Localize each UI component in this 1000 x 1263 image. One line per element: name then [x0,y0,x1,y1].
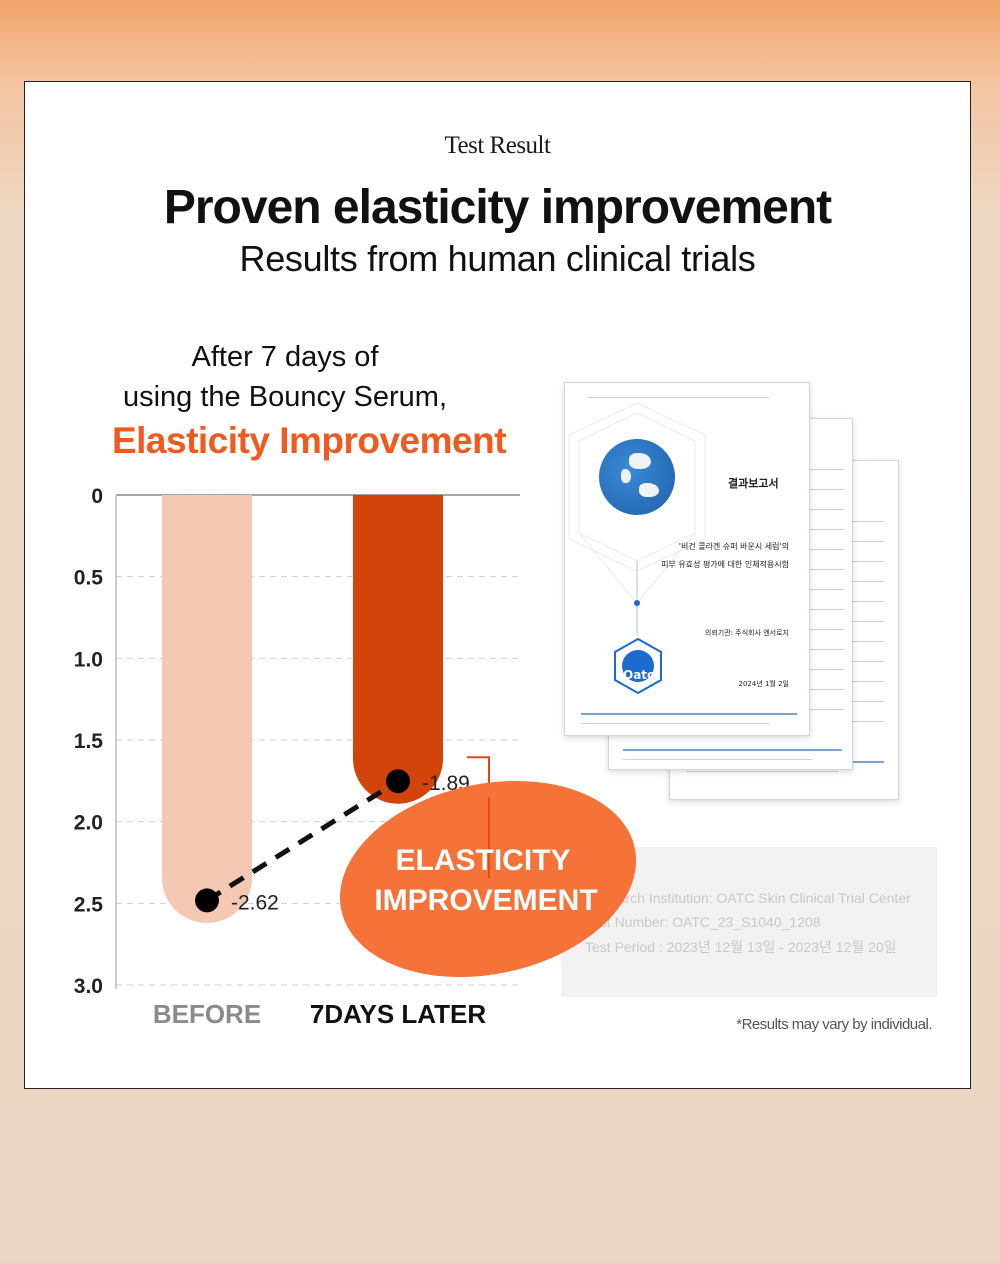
trend-line [205,779,400,903]
callout-line-2: IMPROVEMENT [374,884,597,917]
elasticity-chart: 00.51.01.52.02.53.0-2.62-1.89ELASTICITYI… [74,485,637,1029]
report-subject-1: '비건 콜라겐 슈퍼 바운시 세럼'의 [678,542,789,551]
x-category-label: 7DAYS LATER [310,999,486,1029]
intro-line-2: using the Bouncy Serum, [122,381,447,413]
result-card: Test Result Proven elasticity improvemen… [24,81,971,1089]
callout-line-1: ELASTICITY [395,844,570,877]
bar-after [353,495,443,804]
y-tick-label: 1.5 [74,730,104,753]
oatc-logo-icon [614,637,662,695]
y-tick-label: 0 [91,485,103,508]
report-date: 2024년 1월 2일 [738,680,790,688]
page-subtitle: Results from human clinical trials [239,238,756,279]
eyebrow-label: Test Result [444,132,551,159]
y-tick-label: 0.5 [74,567,104,590]
bar-before [162,495,252,923]
y-tick-label: 3.0 [74,975,103,998]
y-tick-label: 2.5 [74,893,104,916]
intro-line-1: After 7 days of [191,341,379,373]
y-tick-label: 1.0 [74,648,103,671]
trial-institution: Research Institution: OATC Skin Clinical… [585,890,911,906]
y-tick-label: 2.0 [74,812,103,835]
intro-text: After 7 days of using the Bouncy Serum, [95,337,475,417]
report-logo-text: Oatc [623,668,655,682]
x-category-label: BEFORE [153,999,261,1029]
chart-title: Elasticity Improvement [111,420,507,461]
report-client: 의뢰기관: 주식회사 엔서로지 [704,629,789,637]
trial-test-period: Test Period : 2023년 12월 13일 - 2023년 12월 … [585,939,897,955]
report-subject-2: 피부 유효성 평가에 대한 인체적용시험 [661,560,789,569]
globe-icon [599,439,675,515]
footnote: *Results may vary by individual. [736,1016,932,1033]
data-point [195,888,219,913]
report-title: 결과보고서 [728,477,779,490]
data-point [386,769,410,794]
callout-ellipse [339,780,637,978]
report-pattern [568,402,706,643]
data-label: -2.62 [231,891,279,914]
trial-test-number: Test Number: OATC_23_S1040_1208 [585,914,821,930]
page-title: Proven elasticity improvement [163,181,832,234]
report-page-front: 결과보고서 '비건 콜라겐 슈퍼 바운시 세럼'의 피부 유효성 평가에 대한 … [564,382,810,736]
